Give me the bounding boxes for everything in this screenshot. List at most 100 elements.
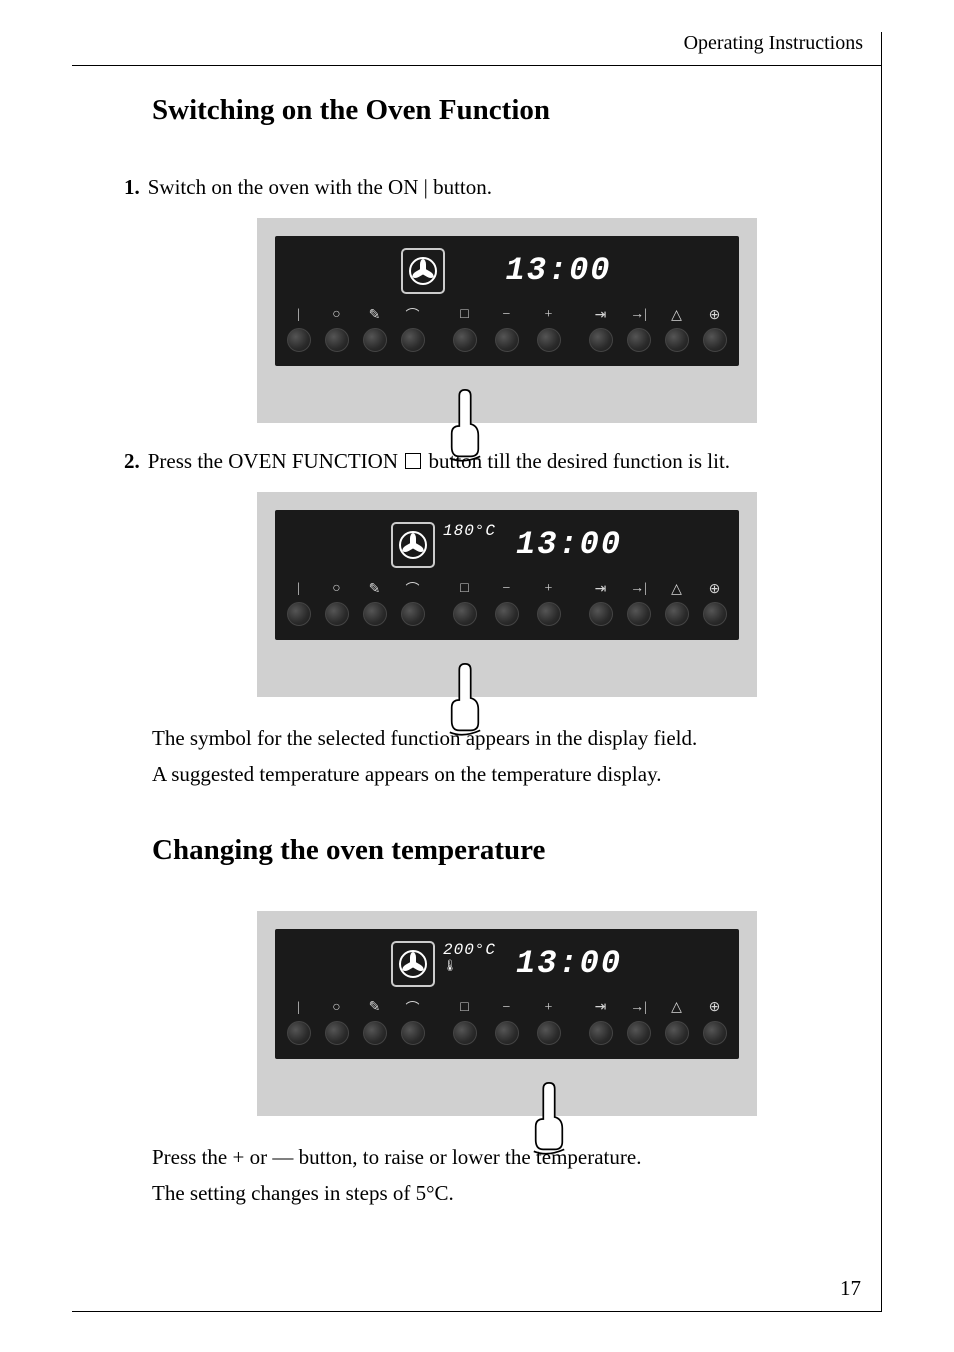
panel-btn[interactable]: →|: [625, 306, 653, 358]
btn-sym-icon: →|: [630, 999, 647, 1017]
panel-btn[interactable]: →|: [625, 999, 653, 1051]
panel-btn[interactable]: ○: [323, 999, 351, 1051]
btn-sym-icon: ⊕: [709, 306, 721, 324]
panel-btn[interactable]: −: [493, 580, 521, 632]
btn-sym-icon: +: [545, 306, 553, 324]
panel-btn[interactable]: ⌒: [399, 306, 427, 358]
clock-display: 13:00: [505, 248, 611, 294]
panel-btn[interactable]: ✎: [361, 306, 389, 358]
panel-btn[interactable]: ⇥: [587, 999, 615, 1051]
btn-circle: [401, 1021, 425, 1045]
panel-3-wrap: 200°C 🌡 13:00 |○✎⌒ □−+ ⇥→|△⊕: [257, 911, 757, 1116]
btn-group-left: |○✎ ⌒: [285, 306, 427, 358]
panel-btn[interactable]: −: [493, 306, 521, 358]
btn-group-mid: □ − +: [451, 306, 563, 358]
panel-btn[interactable]: ⇥: [587, 580, 615, 632]
btn-sym-icon: |: [297, 999, 300, 1017]
panel-btn[interactable]: △: [663, 999, 691, 1051]
btn-circle: [703, 602, 727, 626]
btn-sym-icon: ⇥: [595, 580, 607, 598]
section2-line1: Press the + or — button, to raise or low…: [152, 1142, 861, 1172]
panel-btn[interactable]: △: [663, 306, 691, 358]
temp-display: 200°C 🌡: [443, 941, 496, 973]
step2-num: 2.: [124, 449, 140, 474]
content-area: Switching on the Oven Function 1. Switch…: [72, 66, 881, 1209]
square-icon: [405, 453, 421, 469]
panel-btn[interactable]: ✎: [361, 999, 389, 1051]
btn-circle: [401, 602, 425, 626]
btn-circle: [325, 328, 349, 352]
panel-btn[interactable]: ○: [323, 580, 351, 632]
panel-btn[interactable]: □: [451, 580, 479, 632]
section1-line1: The symbol for the selected function app…: [152, 723, 861, 753]
btn-group-right: ⇥ →| △ ⊕: [587, 999, 729, 1051]
btn-group-mid: □−+: [451, 580, 563, 632]
btn-sym-icon: −: [503, 999, 511, 1017]
btn-sym-icon: ⌒: [406, 306, 420, 324]
panel-btn[interactable]: ✎: [361, 580, 389, 632]
btn-group-mid: □ − +: [451, 999, 563, 1051]
panel-1-wrap: 13:00 |○✎ ⌒ □ − + ⇥→| △ ⊕: [257, 218, 757, 423]
btn-sym-icon: ⊕: [709, 580, 721, 598]
display-frame: [391, 522, 435, 568]
display-frame: [391, 941, 435, 987]
panel-btn[interactable]: |: [285, 580, 313, 632]
button-row: |○✎ ⌒ □ − + ⇥→| △ ⊕: [285, 306, 729, 358]
btn-sym-icon: ⊕: [709, 999, 721, 1017]
panel-btn[interactable]: △: [663, 580, 691, 632]
panel-btn[interactable]: ⌒: [399, 580, 427, 632]
btn-sym-icon: △: [671, 306, 682, 324]
panel-btn[interactable]: −: [493, 999, 521, 1051]
btn-sym-icon: △: [671, 999, 682, 1017]
btn-sym-icon: ○: [332, 580, 340, 598]
display-row: 13:00: [275, 248, 739, 296]
panel-btn[interactable]: ⊕: [701, 306, 729, 358]
finger-icon: [446, 661, 484, 739]
panel-btn[interactable]: →|: [625, 580, 653, 632]
btn-circle: [665, 328, 689, 352]
panel-btn[interactable]: +: [535, 306, 563, 358]
btn-circle: [589, 602, 613, 626]
btn-sym-icon: |: [297, 580, 300, 598]
btn-sym-icon: □: [460, 306, 468, 324]
panel-btn[interactable]: ⇥: [587, 306, 615, 358]
panel-btn[interactable]: |: [285, 999, 313, 1051]
btn-sym-icon: ○: [332, 999, 340, 1017]
panel-btn[interactable]: ○: [323, 306, 351, 358]
finger-icon: [530, 1080, 568, 1158]
btn-circle: [703, 328, 727, 352]
btn-circle: [363, 602, 387, 626]
panel-btn[interactable]: +: [535, 580, 563, 632]
page-header: Operating Instructions: [72, 32, 881, 66]
btn-sym-icon: ⌒: [406, 999, 420, 1017]
btn-circle: [495, 602, 519, 626]
panel-btn[interactable]: □: [451, 306, 479, 358]
page-frame: Operating Instructions Switching on the …: [72, 32, 882, 1312]
btn-group-left: | ○ ✎ ⌒: [285, 999, 427, 1051]
btn-circle: [627, 602, 651, 626]
panel-btn[interactable]: □: [451, 999, 479, 1051]
btn-circle: [627, 328, 651, 352]
panel-btn[interactable]: ⊕: [701, 999, 729, 1051]
btn-circle: [363, 1021, 387, 1045]
btn-circle: [325, 602, 349, 626]
btn-group-right: ⇥ →|△ ⊕: [587, 580, 729, 632]
btn-circle: [665, 1021, 689, 1045]
btn-sym-icon: −: [503, 306, 511, 324]
section2-heading: Changing the oven temperature: [152, 834, 861, 867]
thermometer-icon: 🌡: [443, 959, 453, 973]
btn-circle: [453, 1021, 477, 1045]
fan-icon: [409, 257, 437, 285]
panel-btn[interactable]: ⊕: [701, 580, 729, 632]
panel-btn[interactable]: +: [535, 999, 563, 1051]
btn-circle: [665, 602, 689, 626]
btn-circle: [453, 602, 477, 626]
display-frame: [401, 248, 445, 294]
btn-sym-icon: □: [460, 999, 468, 1017]
btn-group-left: | ○ ✎ ⌒: [285, 580, 427, 632]
panel-btn[interactable]: ⌒: [399, 999, 427, 1051]
fan-icon: [399, 950, 427, 978]
btn-circle: [325, 1021, 349, 1045]
panel-btn[interactable]: |: [285, 306, 313, 358]
btn-sym-icon: ⌒: [406, 580, 420, 598]
